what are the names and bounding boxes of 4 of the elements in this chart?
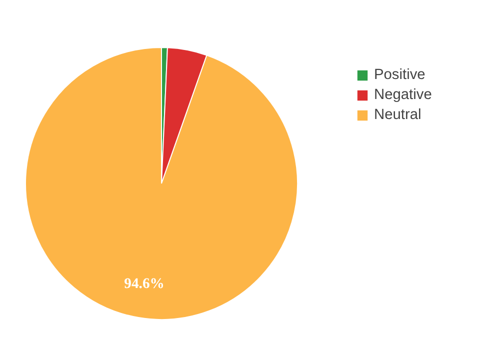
data-label: 94.6% [124, 276, 164, 292]
legend-label: Negative [374, 87, 432, 103]
legend-label: Neutral [374, 107, 422, 123]
legend-label: Positive [374, 67, 426, 83]
